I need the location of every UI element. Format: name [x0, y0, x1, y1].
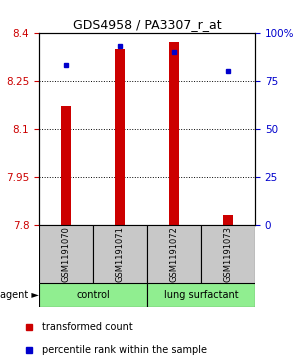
Bar [115, 49, 125, 225]
Text: GSM1191073: GSM1191073 [224, 226, 232, 282]
Text: percentile rank within the sample: percentile rank within the sample [42, 345, 207, 355]
Title: GDS4958 / PA3307_r_at: GDS4958 / PA3307_r_at [73, 19, 221, 32]
Text: GSM1191072: GSM1191072 [169, 226, 178, 282]
Bar [147, 283, 255, 307]
Bar [147, 225, 201, 283]
Bar [93, 225, 147, 283]
Text: GSM1191070: GSM1191070 [61, 226, 70, 282]
Bar [201, 225, 255, 283]
Text: control: control [76, 290, 110, 300]
Text: GSM1191071: GSM1191071 [116, 226, 124, 282]
Text: agent ►: agent ► [0, 290, 39, 300]
Bar [223, 215, 233, 225]
Bar [39, 283, 147, 307]
Bar [169, 42, 179, 225]
Text: lung surfactant: lung surfactant [164, 290, 238, 300]
Bar [61, 106, 71, 225]
Bar [39, 225, 93, 283]
Text: transformed count: transformed count [42, 322, 133, 333]
